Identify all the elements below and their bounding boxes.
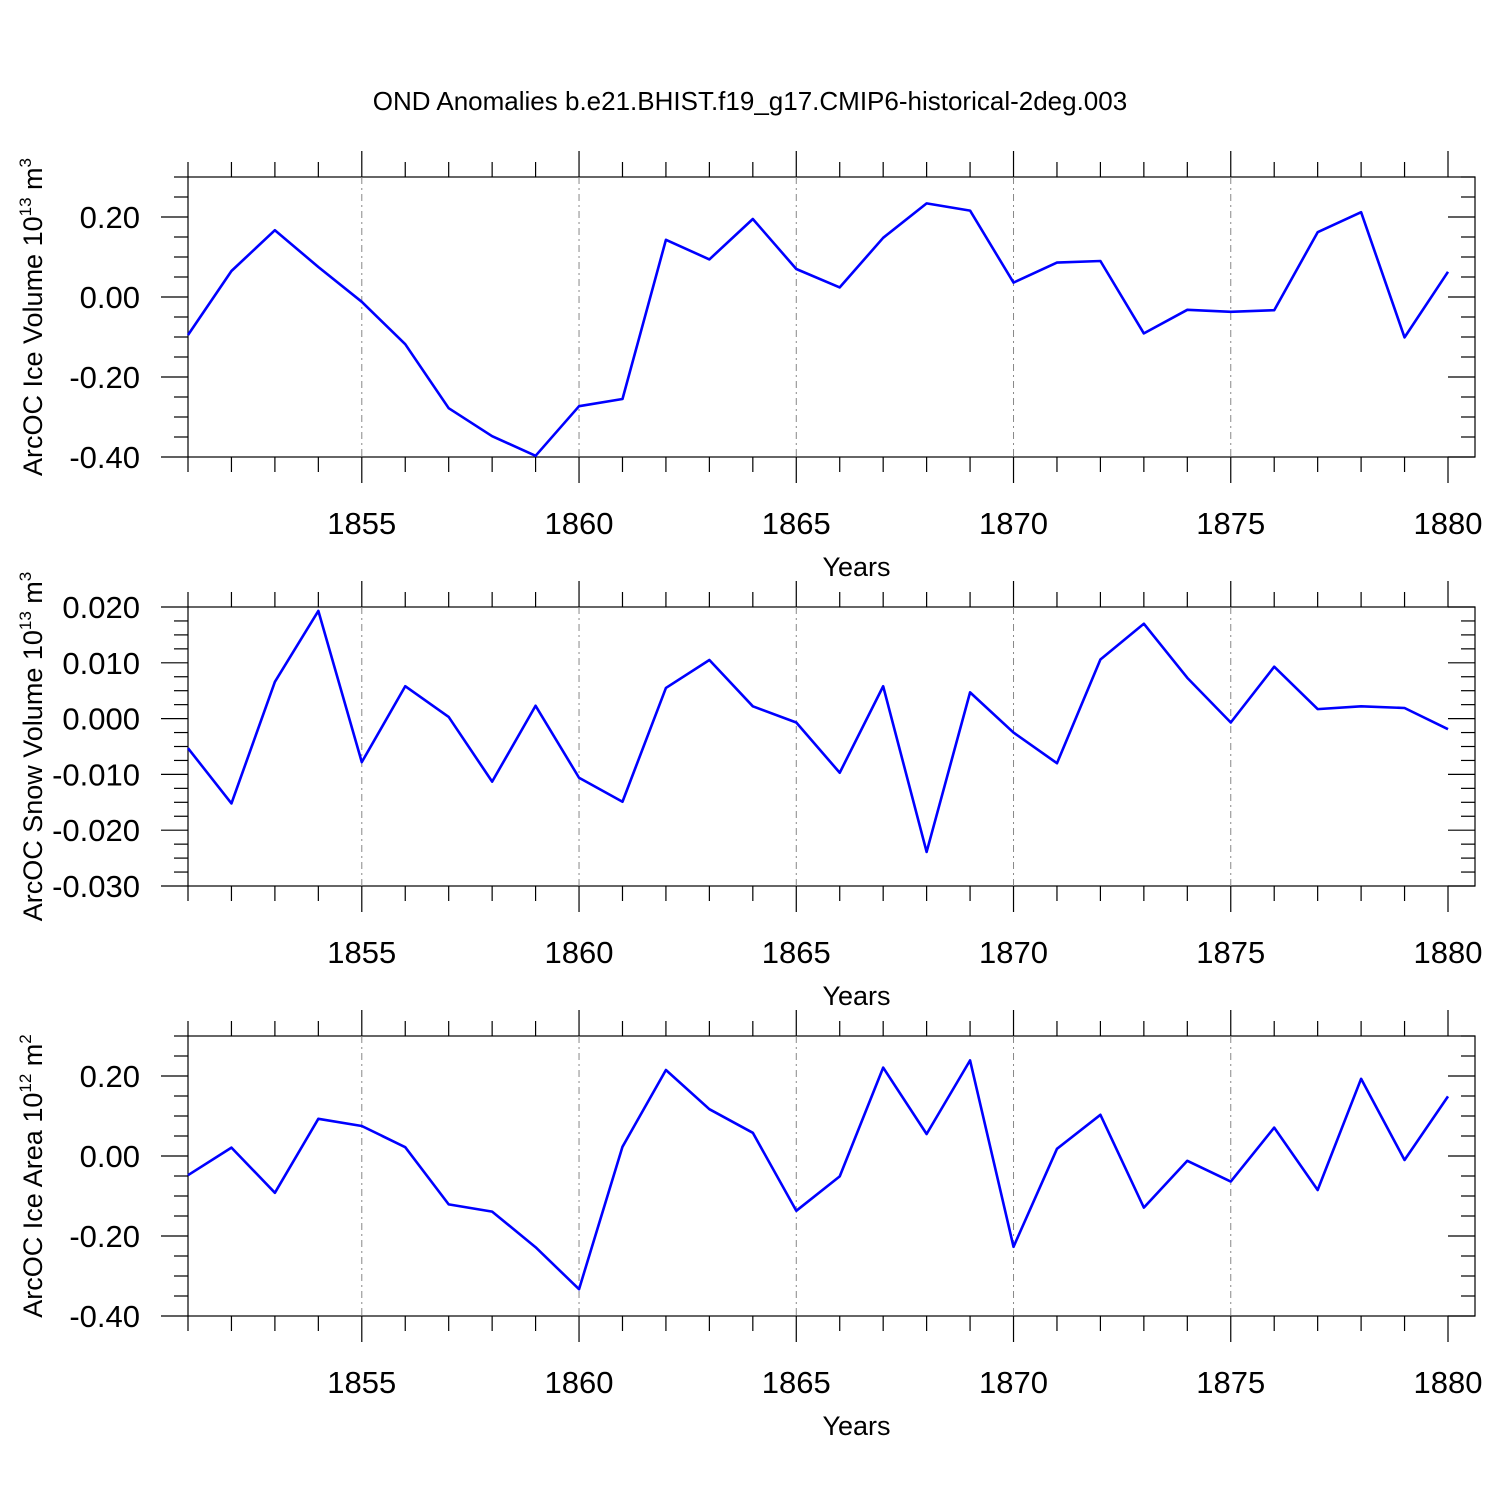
y-tick-label: 0.20	[80, 1059, 140, 1094]
y-axis-title-text: ArcOC Ice Volume 10	[18, 216, 48, 476]
x-axis-title: Years	[822, 981, 890, 1011]
y-tick-label: 0.00	[80, 1139, 140, 1174]
series-line	[186, 202, 1450, 458]
y-tick-label: -0.020	[52, 813, 140, 848]
x-tick-label: 1855	[327, 506, 396, 541]
y-axis-title: ArcOC Snow Volume 1013 m3	[16, 572, 48, 922]
x-tick-label: 1875	[1196, 506, 1265, 541]
x-tick-label: 1855	[327, 1365, 396, 1400]
y-tick-label: -0.40	[69, 1299, 140, 1334]
x-tick-label: 1870	[979, 935, 1048, 970]
series-line	[187, 1059, 1450, 1291]
x-tick-label: 1860	[545, 935, 614, 970]
x-tick-label: 1865	[762, 1365, 831, 1400]
y-axis-title: ArcOC Ice Volume 1013 m3	[16, 158, 48, 476]
x-axis-title: Years	[822, 552, 890, 582]
y-tick-label: -0.010	[52, 757, 140, 792]
x-axis-title: Years	[822, 1411, 890, 1441]
y-axis-title-unit: m	[18, 1044, 48, 1074]
x-tick-label: 1865	[762, 506, 831, 541]
x-tick-label: 1870	[979, 506, 1048, 541]
series-line	[186, 609, 1449, 854]
chart-panel-2: 1855 1860 1865 1870 1875 1880 -0.030 -0.020 -0.0…	[16, 572, 1482, 1011]
x-tick-label: 1875	[1196, 1365, 1265, 1400]
x-tick-label: 1865	[762, 935, 831, 970]
y-axis-title-unit-exponent: 3	[16, 572, 35, 581]
y-axis-title-exponent: 12	[16, 1074, 35, 1093]
y-axis-title-unit: m	[18, 581, 48, 611]
y-tick-label: -0.20	[69, 1219, 140, 1254]
x-tick-label: 1855	[327, 935, 396, 970]
y-axis-title-unit-exponent: 3	[16, 158, 35, 167]
y-tick-label: 0.020	[62, 590, 140, 625]
x-tick-label: 1870	[979, 1365, 1048, 1400]
x-tick-label: 1880	[1414, 935, 1483, 970]
x-tick-label: 1860	[545, 1365, 614, 1400]
y-axis-title-text: ArcOC Ice Area 10	[18, 1093, 48, 1318]
y-tick-label: -0.40	[69, 440, 140, 475]
y-axis-title: ArcOC Ice Area 1012 m2	[16, 1034, 48, 1318]
y-tick-label: -0.030	[52, 869, 140, 904]
x-tick-label: 1860	[545, 506, 614, 541]
y-tick-label: 0.20	[80, 200, 140, 235]
y-tick-label: -0.20	[69, 360, 140, 395]
chart-panel-1: 1855 1860 1865 1870 1875 1880 -0.40 -0.20 0.00 0.…	[16, 151, 1482, 582]
x-tick-label: 1880	[1414, 1365, 1483, 1400]
y-axis-title-text: ArcOC Snow Volume 10	[18, 630, 48, 921]
chart-panel-3: 1855 1860 1865 1870 1875 1880 -0.40 -0.20 0.00 0.…	[16, 1010, 1482, 1441]
panels: 1855 1860 1865 1870 1875 1880 -0.40 -0.20 0.00 0.…	[16, 151, 1482, 1441]
y-tick-label: 0.000	[62, 702, 140, 737]
y-axis-title-unit-exponent: 2	[16, 1034, 35, 1043]
y-tick-label: 0.00	[80, 280, 140, 315]
x-tick-label: 1875	[1196, 935, 1265, 970]
y-axis-title-unit: m	[18, 167, 48, 197]
y-tick-label: 0.010	[62, 646, 140, 681]
y-axis-title-exponent: 13	[16, 197, 35, 216]
figure-title: OND Anomalies b.e21.BHIST.f19_g17.CMIP6-…	[373, 86, 1127, 116]
y-axis-title-exponent: 13	[16, 611, 35, 630]
x-tick-label: 1880	[1414, 506, 1483, 541]
